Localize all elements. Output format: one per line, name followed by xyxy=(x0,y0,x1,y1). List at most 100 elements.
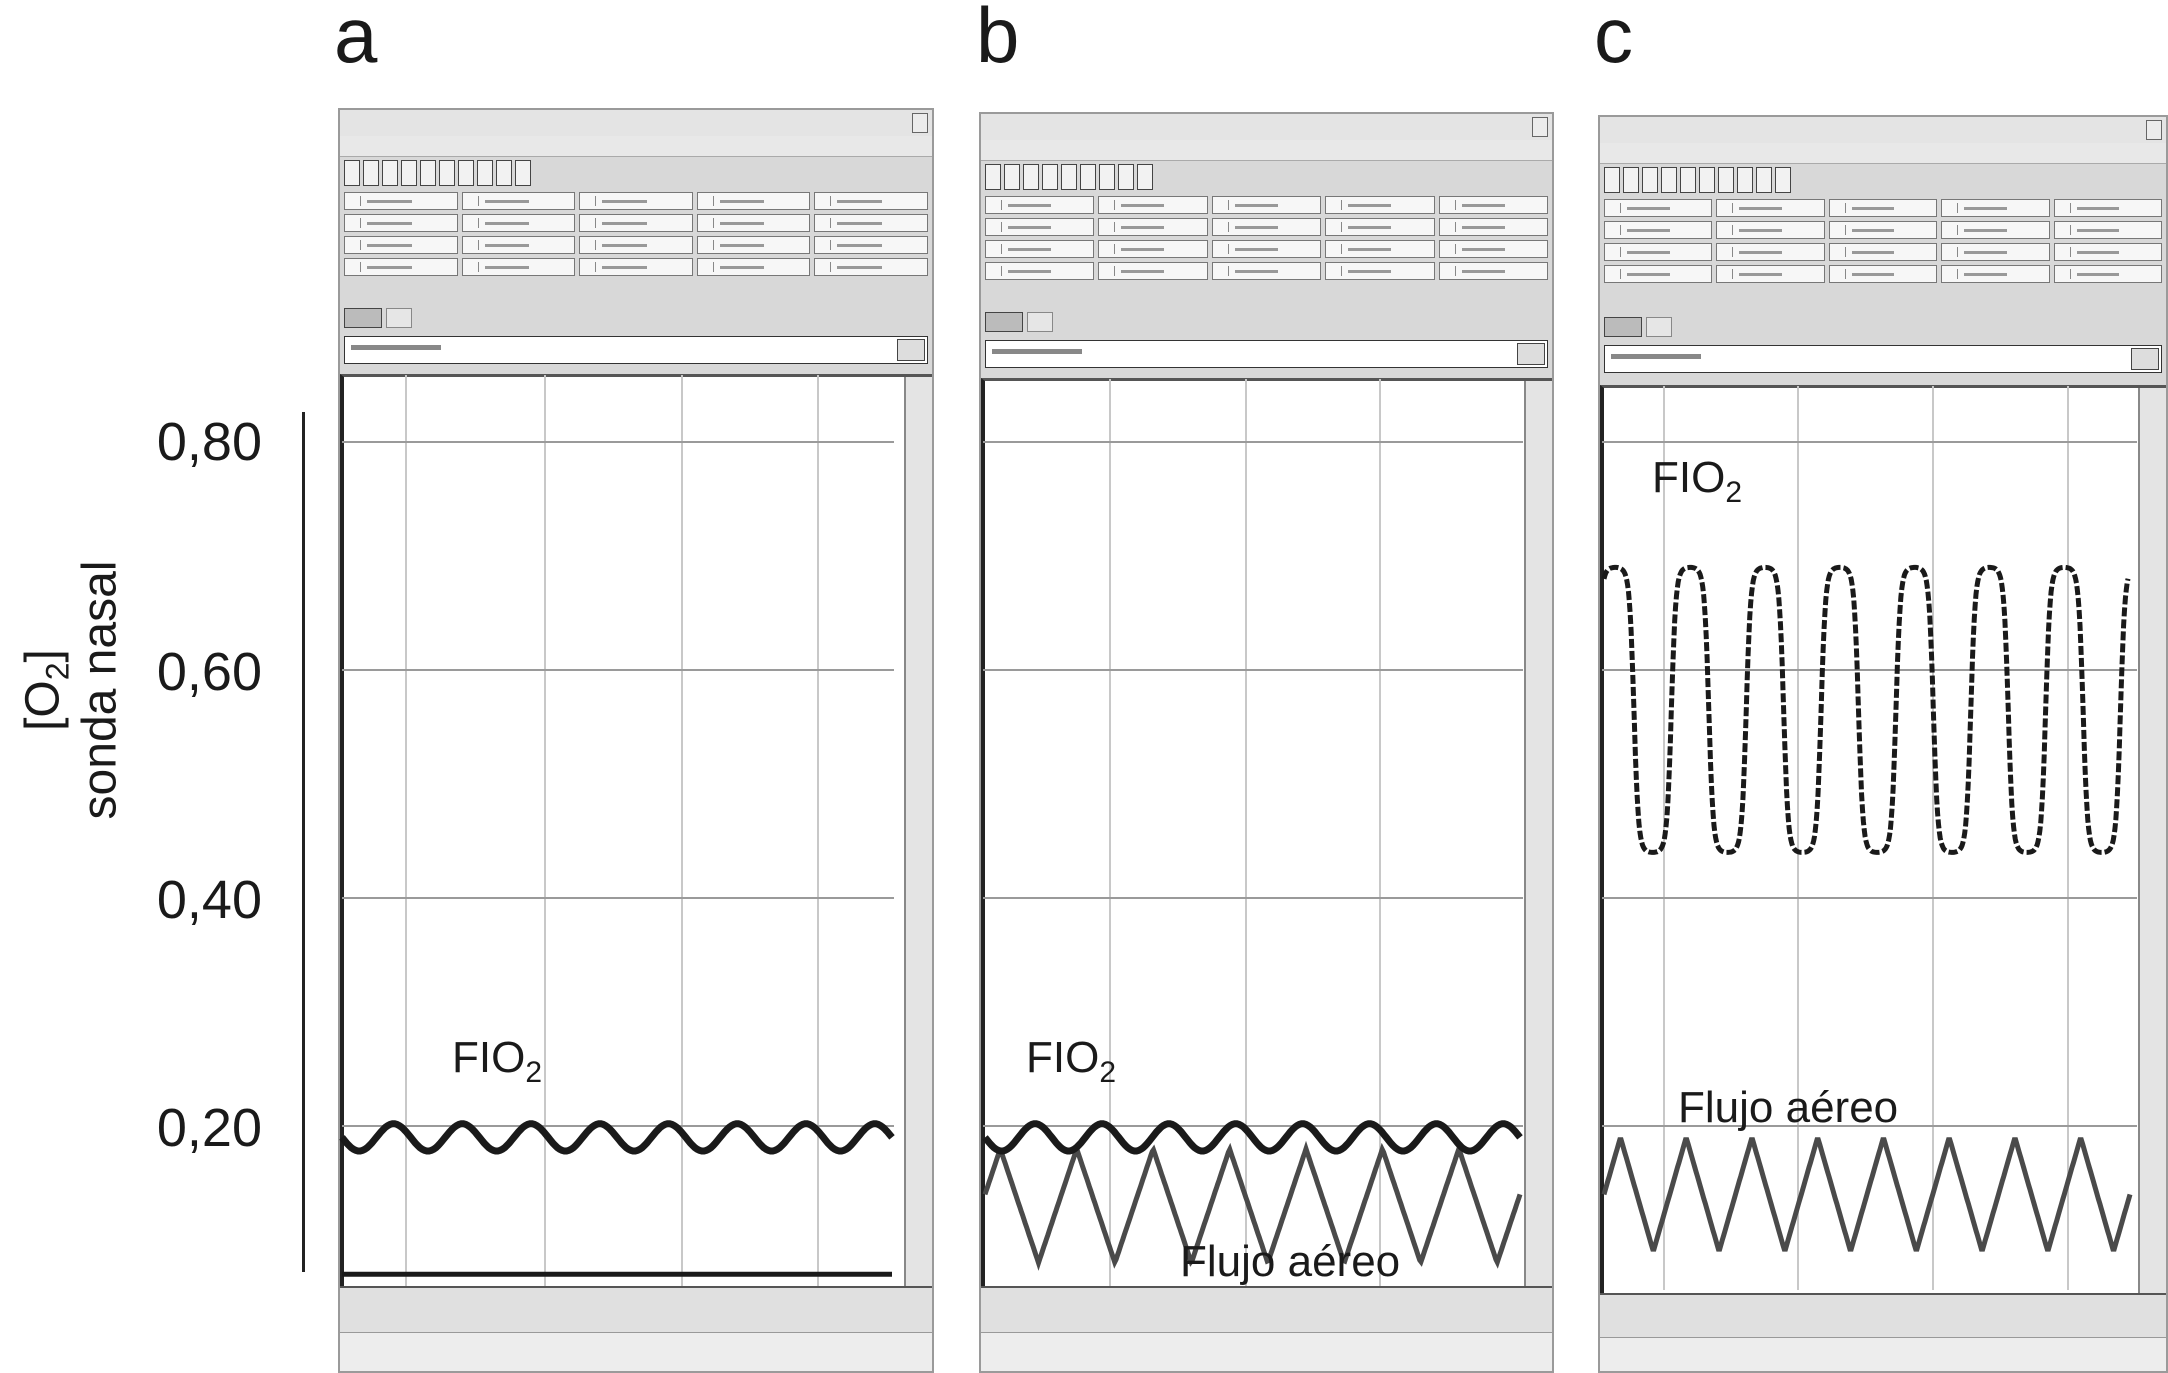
param-field[interactable] xyxy=(1604,265,1713,283)
param-field[interactable] xyxy=(1716,221,1825,239)
toolbar-button[interactable] xyxy=(1775,167,1791,193)
param-field[interactable] xyxy=(1211,240,1322,258)
param-field[interactable] xyxy=(344,192,458,210)
param-field[interactable] xyxy=(1716,199,1825,217)
param-field[interactable] xyxy=(2053,243,2163,261)
param-field[interactable] xyxy=(1325,218,1435,236)
menu-bar[interactable] xyxy=(981,140,1552,161)
tab-inactive[interactable] xyxy=(386,308,412,328)
plot-right-rail[interactable] xyxy=(1524,381,1552,1286)
channel-select-arrow-icon[interactable] xyxy=(2131,348,2159,370)
toolbar-button[interactable] xyxy=(1061,164,1077,190)
toolbar-button[interactable] xyxy=(420,160,436,186)
toolbar-button[interactable] xyxy=(1023,164,1039,190)
tab-inactive[interactable] xyxy=(1027,312,1053,332)
window-close-button[interactable] xyxy=(1532,117,1548,137)
param-field[interactable] xyxy=(579,258,693,276)
param-field[interactable] xyxy=(1941,265,2050,283)
window-close-button[interactable] xyxy=(2146,120,2162,140)
toolbar-button[interactable] xyxy=(477,160,493,186)
param-field[interactable] xyxy=(696,258,811,276)
param-field[interactable] xyxy=(1325,196,1435,214)
param-field[interactable] xyxy=(344,236,458,254)
tab-active[interactable] xyxy=(985,312,1023,332)
toolbar-button[interactable] xyxy=(1642,167,1658,193)
tab-inactive[interactable] xyxy=(1646,317,1672,337)
toolbar-button[interactable] xyxy=(1718,167,1734,193)
tab-active[interactable] xyxy=(344,308,382,328)
channel-select[interactable] xyxy=(985,340,1548,368)
toolbar-button[interactable] xyxy=(515,160,531,186)
param-field[interactable] xyxy=(1828,199,1938,217)
toolbar-button[interactable] xyxy=(1623,167,1639,193)
param-field[interactable] xyxy=(1828,265,1938,283)
param-field[interactable] xyxy=(985,218,1095,236)
param-field[interactable] xyxy=(461,236,576,254)
param-field[interactable] xyxy=(2053,199,2163,217)
toolbar-button[interactable] xyxy=(382,160,398,186)
window-close-button[interactable] xyxy=(912,113,928,133)
toolbar-button[interactable] xyxy=(363,160,379,186)
param-field[interactable] xyxy=(461,258,576,276)
param-field[interactable] xyxy=(1325,262,1435,280)
toolbar-button[interactable] xyxy=(1756,167,1772,193)
param-field[interactable] xyxy=(1438,240,1549,258)
toolbar-button[interactable] xyxy=(1080,164,1096,190)
channel-select[interactable] xyxy=(344,336,928,364)
param-field[interactable] xyxy=(814,192,928,210)
param-field[interactable] xyxy=(985,196,1095,214)
param-field[interactable] xyxy=(1098,262,1208,280)
param-field[interactable] xyxy=(1098,218,1208,236)
param-field[interactable] xyxy=(814,214,928,232)
param-field[interactable] xyxy=(1941,199,2050,217)
toolbar-button[interactable] xyxy=(1137,164,1153,190)
param-field[interactable] xyxy=(1211,196,1322,214)
param-field[interactable] xyxy=(344,214,458,232)
param-field[interactable] xyxy=(696,192,811,210)
toolbar-button[interactable] xyxy=(344,160,360,186)
toolbar-button[interactable] xyxy=(1042,164,1058,190)
toolbar-button[interactable] xyxy=(401,160,417,186)
param-field[interactable] xyxy=(344,258,458,276)
time-axis[interactable] xyxy=(981,1286,1552,1334)
param-field[interactable] xyxy=(1211,218,1322,236)
toolbar-button[interactable] xyxy=(1099,164,1115,190)
param-field[interactable] xyxy=(1828,243,1938,261)
param-field[interactable] xyxy=(1438,196,1549,214)
param-field[interactable] xyxy=(696,214,811,232)
toolbar-button[interactable] xyxy=(1604,167,1620,193)
param-field[interactable] xyxy=(1098,196,1208,214)
plot-right-rail[interactable] xyxy=(2138,388,2166,1293)
param-field[interactable] xyxy=(1604,243,1713,261)
toolbar-button[interactable] xyxy=(1004,164,1020,190)
param-field[interactable] xyxy=(579,214,693,232)
toolbar-button[interactable] xyxy=(1661,167,1677,193)
time-axis[interactable] xyxy=(340,1286,932,1334)
param-field[interactable] xyxy=(1438,262,1549,280)
param-field[interactable] xyxy=(814,236,928,254)
param-field[interactable] xyxy=(1941,221,2050,239)
param-field[interactable] xyxy=(1716,265,1825,283)
param-field[interactable] xyxy=(1325,240,1435,258)
channel-select[interactable] xyxy=(1604,345,2162,373)
menu-bar[interactable] xyxy=(1600,143,2166,164)
param-field[interactable] xyxy=(2053,265,2163,283)
plot-right-rail[interactable] xyxy=(904,377,932,1286)
param-field[interactable] xyxy=(1098,240,1208,258)
param-field[interactable] xyxy=(1438,218,1549,236)
param-field[interactable] xyxy=(985,240,1095,258)
toolbar-button[interactable] xyxy=(496,160,512,186)
menu-bar[interactable] xyxy=(340,136,932,157)
time-axis[interactable] xyxy=(1600,1293,2166,1339)
param-field[interactable] xyxy=(1211,262,1322,280)
channel-select-arrow-icon[interactable] xyxy=(897,339,925,361)
toolbar-button[interactable] xyxy=(1737,167,1753,193)
param-field[interactable] xyxy=(461,192,576,210)
tab-active[interactable] xyxy=(1604,317,1642,337)
param-field[interactable] xyxy=(1604,221,1713,239)
param-field[interactable] xyxy=(2053,221,2163,239)
toolbar-button[interactable] xyxy=(458,160,474,186)
param-field[interactable] xyxy=(579,192,693,210)
param-field[interactable] xyxy=(985,262,1095,280)
toolbar-button[interactable] xyxy=(1699,167,1715,193)
